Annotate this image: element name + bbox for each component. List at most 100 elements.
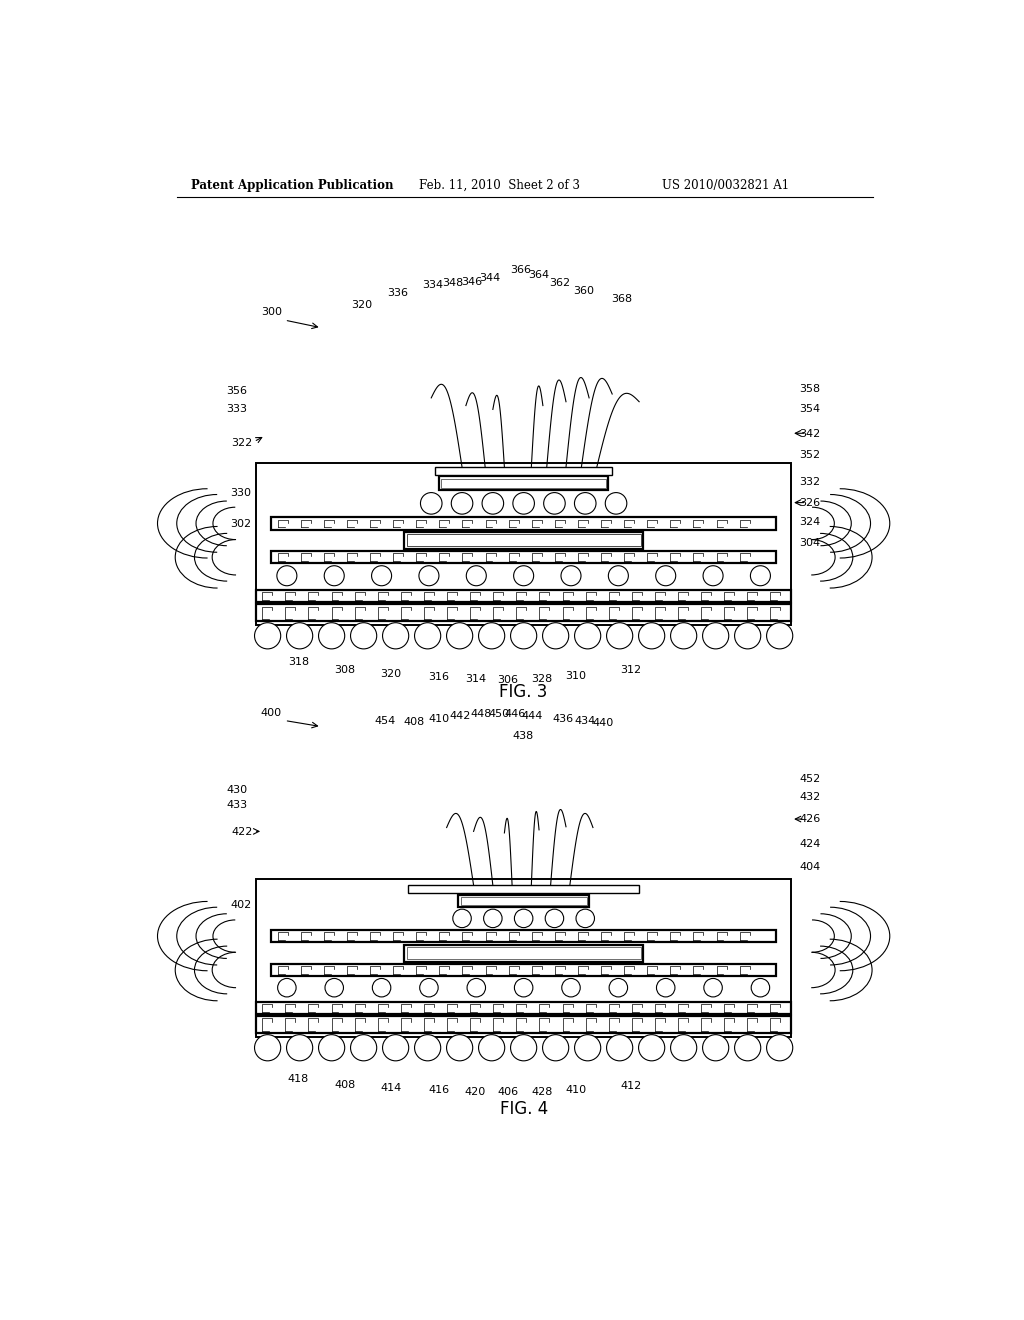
Circle shape	[734, 623, 761, 649]
Text: 330: 330	[230, 488, 251, 499]
Bar	[439, 477, 608, 490]
Circle shape	[287, 1035, 312, 1061]
Text: 348: 348	[441, 279, 463, 288]
Circle shape	[545, 909, 563, 928]
Text: 320: 320	[380, 668, 401, 678]
Text: 324: 324	[799, 517, 820, 527]
Circle shape	[574, 1035, 601, 1061]
Text: 333: 333	[226, 404, 248, 413]
Circle shape	[606, 623, 633, 649]
Text: 410: 410	[565, 1085, 586, 1096]
Text: 314: 314	[465, 675, 486, 684]
Text: 362: 362	[550, 279, 570, 288]
Circle shape	[577, 909, 595, 928]
Bar	[271, 552, 776, 564]
Bar	[441, 479, 606, 488]
Bar	[407, 535, 641, 546]
Circle shape	[543, 623, 568, 649]
Bar	[435, 467, 612, 475]
Text: 446: 446	[505, 709, 526, 719]
Text: 360: 360	[572, 286, 594, 296]
Text: 408: 408	[403, 717, 425, 727]
Circle shape	[605, 492, 627, 515]
Circle shape	[562, 978, 581, 997]
Text: 364: 364	[528, 271, 549, 280]
Bar	[271, 929, 776, 942]
Circle shape	[511, 1035, 537, 1061]
Text: 454: 454	[374, 715, 395, 726]
Text: 428: 428	[531, 1086, 552, 1097]
Bar	[256, 462, 792, 626]
Circle shape	[609, 978, 628, 997]
Text: 318: 318	[288, 657, 309, 667]
Circle shape	[325, 978, 343, 997]
Circle shape	[325, 566, 344, 586]
Text: 358: 358	[799, 384, 820, 395]
Text: 332: 332	[799, 477, 820, 487]
Text: 434: 434	[574, 715, 596, 726]
Bar	[404, 945, 643, 961]
Circle shape	[608, 566, 629, 586]
Circle shape	[350, 623, 377, 649]
Bar	[256, 1016, 792, 1034]
Bar	[256, 605, 792, 622]
Text: 450: 450	[488, 709, 509, 719]
Text: 448: 448	[470, 709, 492, 719]
Bar	[271, 517, 776, 529]
Circle shape	[276, 566, 297, 586]
Text: 406: 406	[498, 1088, 518, 1097]
Text: 436: 436	[553, 714, 573, 723]
Circle shape	[514, 978, 532, 997]
Bar	[256, 590, 792, 602]
Text: 310: 310	[565, 671, 586, 681]
Text: 410: 410	[428, 714, 450, 723]
Circle shape	[639, 623, 665, 649]
Circle shape	[453, 909, 471, 928]
Circle shape	[478, 1035, 505, 1061]
Circle shape	[446, 1035, 473, 1061]
Circle shape	[751, 566, 770, 586]
Text: FIG. 4: FIG. 4	[500, 1101, 548, 1118]
Circle shape	[287, 623, 312, 649]
Circle shape	[514, 566, 534, 586]
Circle shape	[544, 492, 565, 515]
Circle shape	[478, 623, 505, 649]
Circle shape	[318, 623, 345, 649]
Text: 420: 420	[465, 1086, 486, 1097]
Text: 368: 368	[611, 293, 633, 304]
Text: 422: 422	[231, 828, 253, 837]
Circle shape	[606, 1035, 633, 1061]
Bar	[409, 886, 639, 892]
Text: 320: 320	[351, 300, 372, 310]
Text: 322: 322	[231, 438, 253, 449]
Circle shape	[513, 492, 535, 515]
Text: 412: 412	[621, 1081, 642, 1092]
Circle shape	[655, 566, 676, 586]
Circle shape	[574, 623, 601, 649]
Circle shape	[452, 492, 473, 515]
Circle shape	[383, 1035, 409, 1061]
Circle shape	[703, 978, 722, 997]
Text: 430: 430	[226, 785, 248, 795]
Circle shape	[372, 566, 391, 586]
Circle shape	[421, 492, 442, 515]
Text: 432: 432	[799, 792, 820, 803]
Circle shape	[350, 1035, 377, 1061]
Circle shape	[767, 1035, 793, 1061]
Text: 440: 440	[593, 718, 614, 727]
Circle shape	[373, 978, 391, 997]
Text: 418: 418	[288, 1073, 309, 1084]
Circle shape	[574, 492, 596, 515]
Text: Feb. 11, 2010  Sheet 2 of 3: Feb. 11, 2010 Sheet 2 of 3	[419, 178, 581, 191]
Bar	[458, 895, 589, 907]
Text: 442: 442	[450, 711, 471, 721]
Text: 326: 326	[799, 498, 820, 508]
Text: 404: 404	[799, 862, 820, 871]
Circle shape	[482, 492, 504, 515]
Bar	[407, 946, 641, 960]
Text: 452: 452	[799, 774, 820, 784]
Circle shape	[703, 566, 723, 586]
Text: US 2010/0032821 A1: US 2010/0032821 A1	[662, 178, 788, 191]
Text: 334: 334	[422, 280, 443, 290]
Circle shape	[702, 623, 729, 649]
